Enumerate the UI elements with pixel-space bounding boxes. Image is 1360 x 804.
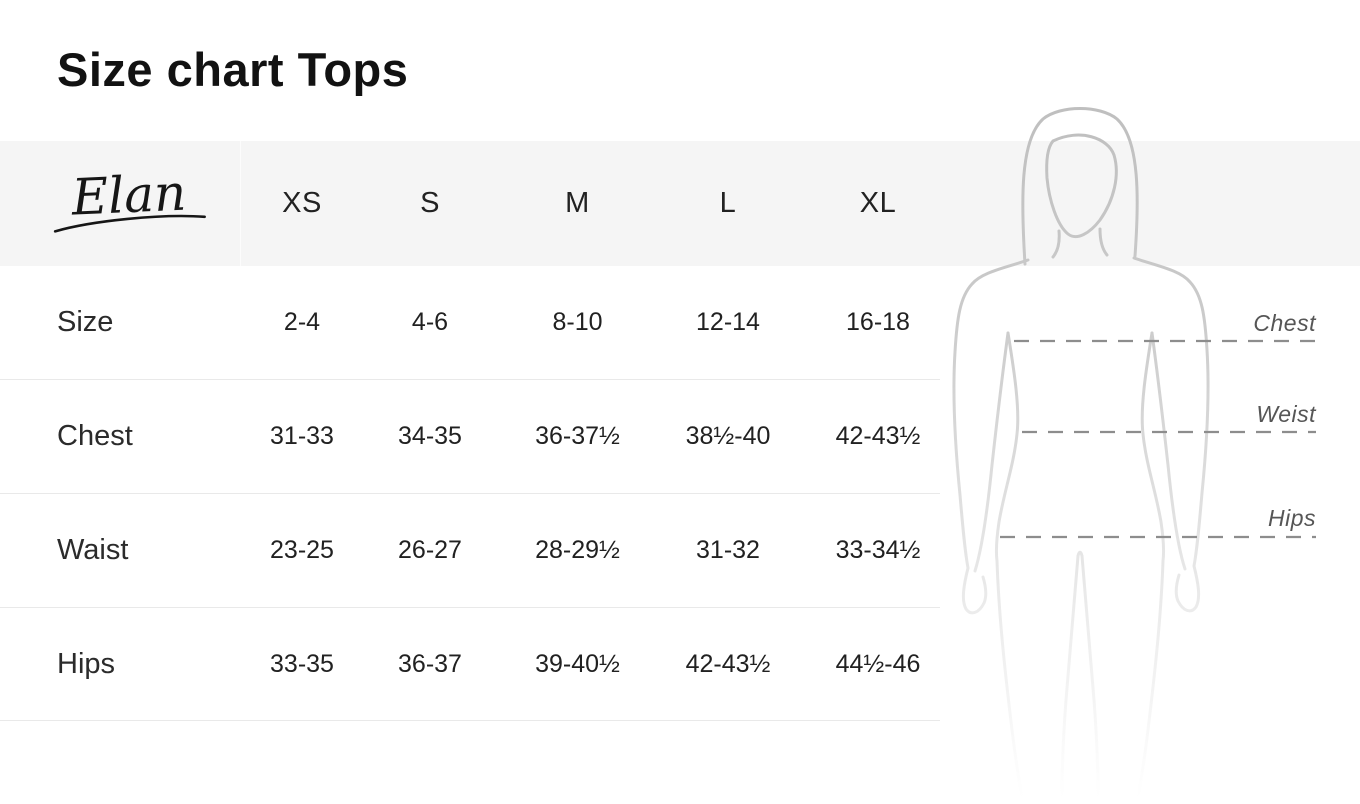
cell-waist-s: 26-27 [398,536,462,564]
column-header-m: M [565,187,590,219]
column-header-l: L [719,187,737,219]
row-label-size: Size [57,306,114,338]
figure-face [1045,133,1118,239]
cell-hips-s: 36-37 [398,649,462,678]
cell-hips-l: 42-43½ [685,649,771,678]
cell-hips-m: 39-40½ [535,649,620,678]
figure-leg-outer-left [995,559,1024,800]
figure-torso-right [1140,331,1166,563]
row-label-hips: Hips [57,647,116,680]
figure-neck-left [1051,229,1061,259]
row-label-waist: Waist [57,534,129,566]
hips-measure-label: Hips [1267,505,1316,531]
cell-hips-xl: 44½-46 [835,649,921,678]
table-row-chest: Chest 31-33 34-35 36-37½ 38½-40 42-43½ [0,380,940,494]
brand-logo-graphic: Elan [53,164,206,233]
cell-waist-xs: 23-25 [270,536,334,564]
column-header-xl: XL [859,187,897,219]
cell-size-xl: 16-18 [846,308,910,336]
row-label-chest: Chest [57,420,133,452]
table-row-hips: Hips 33-35 36-37 39-40½ 42-43½ 44½-46 [0,608,940,721]
column-header-xs: XS [282,187,322,219]
waist-measure-label: Weist [1256,401,1316,427]
figure-leg-outer-right [1136,559,1165,800]
figure-hair [1021,107,1139,266]
figure-arm-left [952,258,1030,615]
figure-arm-inner-right [1150,331,1187,571]
cell-size-m: 8-10 [552,308,603,336]
figure-leg-inner-right [1080,554,1100,797]
table-row-size: Size 2-4 4-6 8-10 12-14 16-18 [0,266,940,380]
body-figure-illustration [952,107,1316,800]
figure-crotch [1076,550,1084,558]
page-title: Size chart Tops [57,43,409,96]
chest-measure-label: Chest [1253,310,1316,336]
brand-logo-underline [53,214,206,233]
figure-neck-right [1098,227,1109,257]
figure-arm-right [1132,256,1210,613]
figure-torso-left [994,331,1020,563]
figure-leg-inner-left [1060,554,1080,797]
cell-size-xs: 2-4 [283,308,321,336]
table-row-waist: Waist 23-25 26-27 28-29½ 31-32 33-34½ [0,494,940,608]
cell-waist-l: 31-32 [696,536,760,564]
cell-chest-l: 38½-40 [685,422,771,450]
cell-hips-xs: 33-35 [270,649,334,678]
cell-chest-xl: 42-43½ [835,422,921,450]
measurement-lines [1000,339,1316,539]
cell-waist-m: 28-29½ [535,536,620,564]
figure-outline [952,107,1210,800]
figure-arm-inner-left [973,331,1010,573]
cell-size-l: 12-14 [696,308,760,336]
brand-logo: Elan [44,158,217,247]
cell-waist-xl: 33-34½ [835,536,921,564]
cell-chest-m: 36-37½ [535,422,620,450]
column-divider-header-segment [240,141,241,266]
cell-chest-xs: 31-33 [270,422,334,450]
cell-size-s: 4-6 [411,308,449,336]
column-header-s: S [420,187,440,219]
cell-chest-s: 34-35 [398,422,462,450]
